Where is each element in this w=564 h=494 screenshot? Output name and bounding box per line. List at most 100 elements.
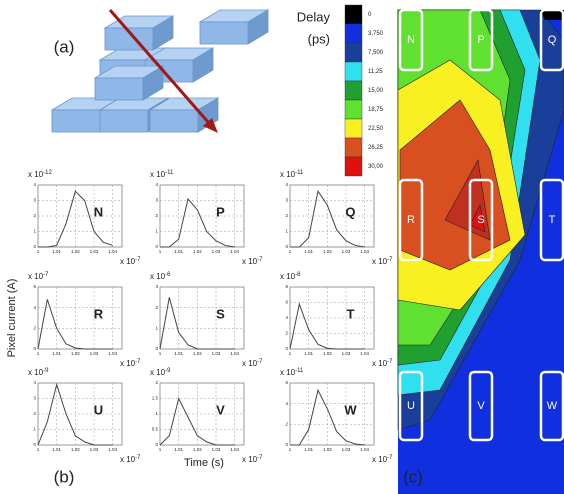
figure: NPQRSTUVW (a) (b) (c) Delay (ps) Pixel c…	[0, 0, 564, 494]
x-tick-label: 1.03	[342, 447, 351, 452]
legend-title: (ps)	[308, 31, 330, 46]
x-tick-label: 1	[37, 351, 40, 356]
x-multiplier: x 10-7	[372, 455, 393, 465]
y-multiplier: x 10-12	[28, 170, 52, 180]
legend: 03,7507,50011,2515,0018,7522,5026,2530,0…	[345, 5, 384, 176]
y-multiplier-base: x 10	[28, 170, 44, 179]
x-multiplier-base: x 10	[242, 455, 258, 464]
x-tick-label: 1.01	[174, 249, 183, 254]
legend-title: Delay	[297, 9, 331, 24]
y-tick-label: 4	[155, 182, 158, 187]
x-multiplier: x 10-7	[372, 359, 393, 369]
x-tick-label: 1.03	[90, 351, 99, 356]
x-multiplier-base: x 10	[120, 455, 136, 464]
x-multiplier: x 10-7	[242, 455, 263, 465]
y-multiplier: x 10-8	[280, 272, 301, 282]
x-tick-label: 1	[37, 447, 40, 452]
y-multiplier-exponent: -11	[295, 368, 304, 374]
y-tick-label: 1.5	[152, 396, 159, 401]
x-tick-label: 1	[159, 351, 162, 356]
y-tick-label: 6	[285, 380, 288, 385]
y-tick-label: 2	[33, 213, 36, 218]
x-multiplier: x 10-7	[372, 257, 393, 267]
x-tick-label: 1.04	[360, 447, 369, 452]
legend-swatch	[345, 157, 362, 176]
x-tick-label: 1.01	[304, 447, 313, 452]
y-axis-label: Pixel current (A)	[6, 279, 18, 358]
x-tick-label: 1.02	[193, 249, 202, 254]
x-multiplier-base: x 10	[372, 257, 388, 266]
legend-swatch	[345, 43, 362, 62]
legend-label: 3,750	[368, 31, 384, 37]
legend-label: 30,00	[368, 164, 384, 170]
x-multiplier-base: x 10	[120, 257, 136, 266]
y-tick-label: 4	[285, 401, 288, 406]
y-multiplier: x 10-6	[150, 272, 171, 282]
y-tick-label: 3	[155, 284, 158, 289]
x-tick-label: 1.04	[108, 249, 117, 254]
x-multiplier: x 10-7	[242, 257, 263, 267]
y-tick-label: 1	[285, 229, 288, 234]
y-multiplier-base: x 10	[28, 272, 44, 281]
x-tick-label: 1.02	[71, 447, 80, 452]
x-multiplier-exponent: -7	[135, 359, 141, 365]
y-multiplier: x 10-11	[280, 170, 304, 180]
x-multiplier: x 10-7	[120, 455, 141, 465]
y-tick-label: 1	[155, 326, 158, 331]
legend-label: 15,00	[368, 88, 384, 94]
x-tick-label: 1.04	[360, 351, 369, 356]
x-tick-label: 1.01	[174, 447, 183, 452]
y-tick-label: 3	[155, 198, 158, 203]
legend-label: 18,75	[368, 107, 384, 113]
x-tick-label: 1.01	[174, 351, 183, 356]
legend-label: 0	[368, 12, 372, 18]
y-tick-label: 2	[285, 213, 288, 218]
y-tick-label: 8	[285, 284, 288, 289]
x-tick-label: 1.02	[193, 351, 202, 356]
panel-label: (a)	[54, 37, 75, 56]
y-multiplier-base: x 10	[280, 170, 296, 179]
x-multiplier-exponent: -7	[135, 455, 141, 461]
y-multiplier-base: x 10	[150, 170, 166, 179]
y-tick-label: 2	[33, 326, 36, 331]
panel-label: (b)	[54, 467, 75, 486]
plot-label: S	[216, 306, 225, 321]
x-tick-label: 1.03	[212, 249, 221, 254]
x-tick-label: 1.03	[212, 351, 221, 356]
plot-label: N	[94, 204, 103, 219]
y-tick-label: 0.5	[152, 427, 159, 432]
x-tick-label: 1.01	[304, 249, 313, 254]
legend-label: 11,25	[368, 69, 383, 75]
x-tick-label: 1.03	[342, 249, 351, 254]
y-multiplier-base: x 10	[150, 272, 166, 281]
x-tick-label: 1.04	[230, 447, 239, 452]
x-tick-label: 1	[289, 351, 292, 356]
legend-swatch	[345, 138, 362, 157]
legend-swatch	[345, 81, 362, 100]
node-label: Q	[548, 34, 557, 46]
x-multiplier-base: x 10	[242, 257, 258, 266]
plot-label: T	[347, 306, 355, 321]
y-tick-label: 2	[155, 213, 158, 218]
y-tick-label: 6	[33, 284, 36, 289]
x-tick-label: 1.01	[52, 351, 61, 356]
x-tick-label: 1.03	[342, 351, 351, 356]
y-multiplier-exponent: -9	[165, 368, 171, 374]
y-tick-label: 3	[285, 198, 288, 203]
x-multiplier: x 10-7	[120, 359, 141, 369]
x-tick-label: 1.02	[71, 351, 80, 356]
y-multiplier: x 10-11	[150, 170, 174, 180]
y-multiplier: x 10-9	[150, 368, 171, 378]
x-tick-label: 1.01	[52, 447, 61, 452]
x-multiplier-base: x 10	[242, 359, 258, 368]
plot-area	[290, 383, 374, 445]
y-tick-label: 2	[33, 411, 36, 416]
x-tick-label: 1	[159, 249, 162, 254]
x-tick-label: 1.02	[71, 249, 80, 254]
x-multiplier: x 10-7	[242, 359, 263, 369]
x-tick-label: 1.04	[230, 351, 239, 356]
bar-array-illustration	[52, 10, 268, 132]
y-multiplier-base: x 10	[28, 368, 44, 377]
y-multiplier-exponent: -11	[165, 170, 174, 176]
y-tick-label: 3	[33, 198, 36, 203]
